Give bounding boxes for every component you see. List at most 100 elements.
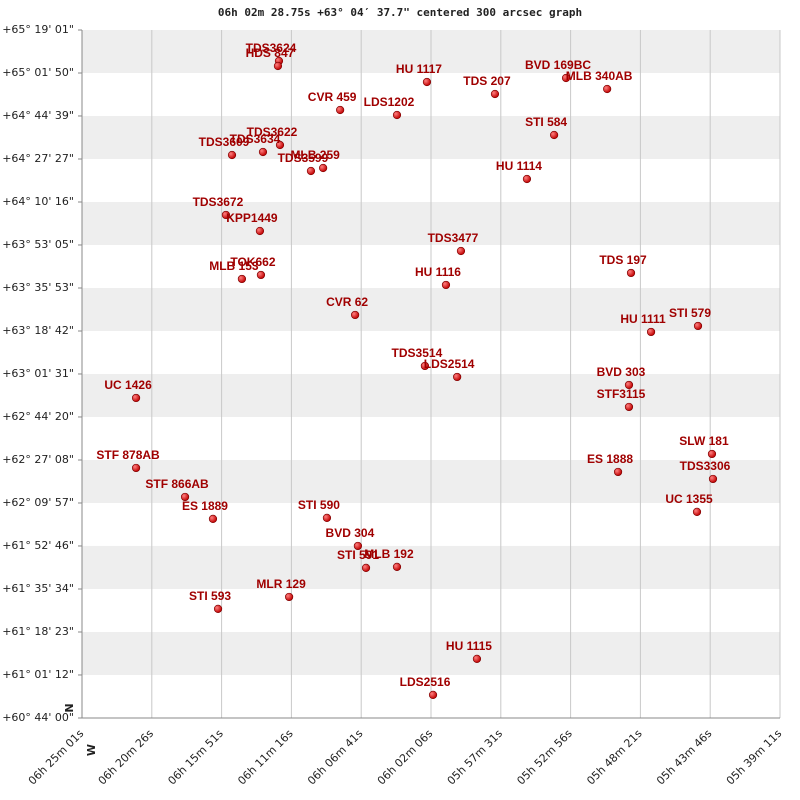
star-label: STF 866AB <box>145 477 209 491</box>
star-marker <box>522 174 532 184</box>
x-axis-label: W <box>85 744 98 756</box>
star-marker <box>131 393 141 403</box>
star-marker <box>273 61 283 71</box>
y-tick-label: +63° 53' 05" <box>2 238 74 251</box>
x-tick-label: 06h 06m 41s <box>305 727 366 788</box>
star-marker <box>550 130 559 140</box>
star-label: SLW 181 <box>679 434 729 448</box>
x-tick-label: 05h 39m 11s <box>724 727 785 788</box>
star-marker <box>237 274 247 284</box>
star-label: LDS2516 <box>400 675 451 689</box>
y-tick-label: +64° 44' 39" <box>2 109 74 122</box>
star-marker <box>180 492 190 502</box>
star-label: TDS3609 <box>199 135 250 149</box>
star-label: TDS3514 <box>392 346 443 360</box>
star-label: CVR 62 <box>326 295 368 309</box>
star-label: CVR 459 <box>308 90 357 104</box>
star-marker <box>707 449 717 459</box>
star-marker <box>361 563 371 573</box>
star-label: TOK662 <box>230 255 275 269</box>
star-marker <box>624 380 634 390</box>
star-label: MLB 259 <box>290 148 340 162</box>
star-marker <box>453 372 462 382</box>
x-tick-label: 06h 20m 26s <box>96 727 157 788</box>
y-tick-label: +62° 44' 20" <box>2 410 74 423</box>
x-tick-label: 05h 48m 21s <box>584 727 645 788</box>
y-tick-label: +64° 10' 16" <box>2 195 74 208</box>
x-tick-label: 05h 52m 56s <box>514 727 575 788</box>
star-label: STF3115 <box>597 387 646 401</box>
star-label: TDS3672 <box>193 195 244 209</box>
star-marker <box>336 105 345 115</box>
star-label: MLR 129 <box>256 577 306 591</box>
star-marker <box>490 89 500 99</box>
y-tick-label: +65° 01' 50" <box>2 66 74 79</box>
star-marker <box>351 310 360 320</box>
star-label: TDS3622 <box>247 125 298 139</box>
y-tick-label: +61° 35' 34" <box>2 582 74 595</box>
star-label: TDS 197 <box>599 253 647 267</box>
star-label: TDS 207 <box>463 74 511 88</box>
star-label: STI 593 <box>189 589 231 603</box>
star-label: LDS1202 <box>364 95 415 109</box>
star-label: TDS3306 <box>680 459 731 473</box>
star-label: STF 878AB <box>96 448 160 462</box>
star-label: TDS3634 <box>230 132 281 146</box>
star-marker <box>353 541 363 551</box>
star-label: HU 1115 <box>446 639 492 653</box>
star-label: KPP1449 <box>226 211 278 225</box>
star-label: BVD 304 <box>326 526 375 540</box>
star-marker <box>285 592 294 602</box>
star-marker <box>456 246 466 256</box>
star-marker <box>306 166 316 176</box>
star-label: ES 1888 <box>587 452 633 466</box>
star-marker <box>208 514 218 524</box>
star-label: HDS 847 <box>246 46 295 60</box>
y-tick-label: +62° 27' 08" <box>2 453 74 466</box>
y-tick-label: +65° 19' 01" <box>2 23 74 36</box>
star-label: BVD 303 <box>597 365 646 379</box>
y-tick-label: +63° 01' 31" <box>2 367 74 380</box>
star-label: STI 579 <box>669 306 711 320</box>
star-marker <box>258 147 268 157</box>
star-marker <box>213 604 223 613</box>
star-label: HU 1116 <box>415 265 461 279</box>
x-tick-label: 06h 25m 01s <box>26 727 87 788</box>
star-marker <box>319 163 328 173</box>
star-label: LDS2514 <box>424 357 475 371</box>
star-label: BVD 169BC <box>525 58 591 72</box>
star-marker <box>692 507 702 517</box>
y-axis-label: N <box>63 703 76 712</box>
star-label: STI 584 <box>525 115 567 129</box>
y-tick-label: +61° 52' 46" <box>2 539 74 552</box>
star-marker <box>420 361 430 371</box>
star-marker <box>131 463 141 473</box>
y-tick-label: +61° 18' 23" <box>2 625 74 638</box>
star-marker <box>646 327 656 337</box>
chart-title: 06h 02m 28.75s +63° 04′ 37.7" centered 3… <box>218 6 582 19</box>
star-marker <box>441 280 451 290</box>
star-marker <box>603 84 612 94</box>
star-marker <box>428 690 438 700</box>
star-marker <box>227 150 237 160</box>
star-marker <box>256 270 266 280</box>
star-label: UC 1426 <box>104 378 152 392</box>
star-marker <box>708 474 718 484</box>
star-marker <box>693 321 703 331</box>
star-label: MLB 340AB <box>566 69 633 83</box>
star-label: TDS3624 <box>246 41 297 55</box>
star-marker <box>613 467 623 477</box>
star-marker <box>275 140 285 150</box>
star-marker <box>626 268 636 278</box>
star-marker <box>255 226 265 236</box>
y-tick-label: +63° 18' 42" <box>2 324 74 337</box>
x-tick-label: 06h 11m 16s <box>235 727 296 788</box>
star-marker <box>392 562 402 571</box>
star-marker <box>392 110 402 120</box>
star-marker <box>561 73 571 83</box>
star-label: HU 1111 <box>620 312 666 326</box>
star-marker <box>422 77 432 87</box>
star-label: MLB 153 <box>209 259 259 273</box>
star-marker <box>322 513 332 523</box>
